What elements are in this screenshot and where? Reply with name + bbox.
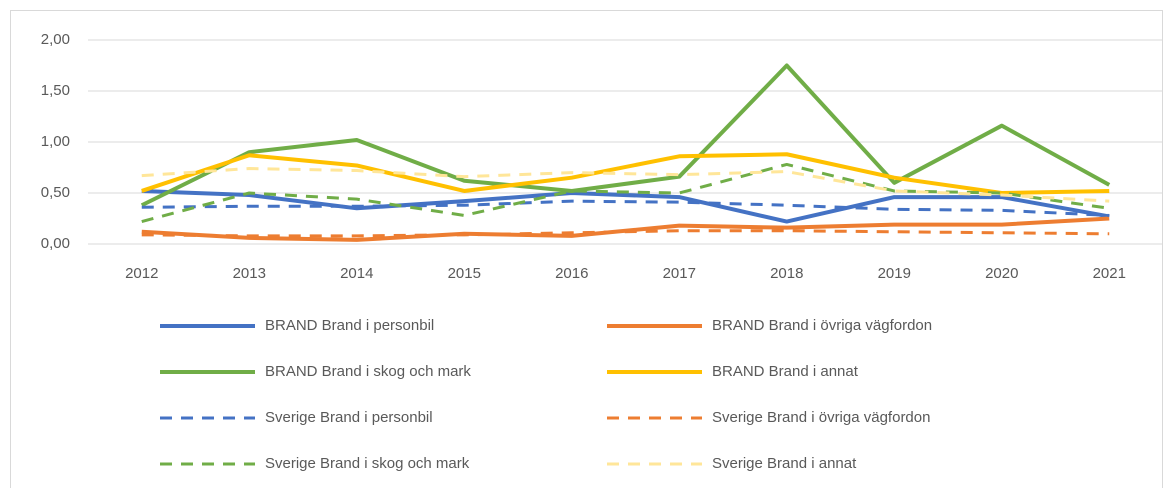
x-tick-label: 2012 (125, 265, 158, 282)
x-tick-label: 2021 (1093, 265, 1126, 282)
chart-border (10, 10, 1163, 488)
series-line (141, 229, 1110, 238)
x-tick-label: 2019 (878, 265, 911, 282)
x-tick-label: 2015 (448, 265, 481, 282)
legend-label: Sverige Brand i annat (712, 455, 857, 472)
y-tick-label: 2,00 (41, 31, 70, 48)
legend-label: BRAND Brand i skog och mark (265, 363, 471, 380)
y-tick-label: 0,00 (41, 235, 70, 252)
series-line (141, 152, 1110, 195)
legend-label: Sverige Brand i skog och mark (265, 455, 470, 472)
x-tick-label: 2014 (340, 265, 373, 282)
series-line (141, 188, 1110, 224)
x-tick-label: 2013 (233, 265, 266, 282)
series-line (141, 167, 1110, 203)
series-line (140, 63, 1111, 208)
y-tick-label: 1,50 (41, 82, 70, 99)
x-tick-label: 2018 (770, 265, 803, 282)
x-tick-label: 2016 (555, 265, 588, 282)
series-line (141, 199, 1110, 217)
x-tick-label: 2020 (985, 265, 1018, 282)
legend-label: BRAND Brand i personbil (265, 317, 434, 334)
legend-label: Sverige Brand i personbil (265, 409, 433, 426)
y-tick-label: 1,00 (41, 133, 70, 150)
legend-label: BRAND Brand i övriga vägfordon (712, 317, 932, 334)
legend-label: BRAND Brand i annat (712, 363, 859, 380)
legend-label: Sverige Brand i övriga vägfordon (712, 409, 930, 426)
x-tick-label: 2017 (663, 265, 696, 282)
y-tick-label: 0,50 (41, 184, 70, 201)
